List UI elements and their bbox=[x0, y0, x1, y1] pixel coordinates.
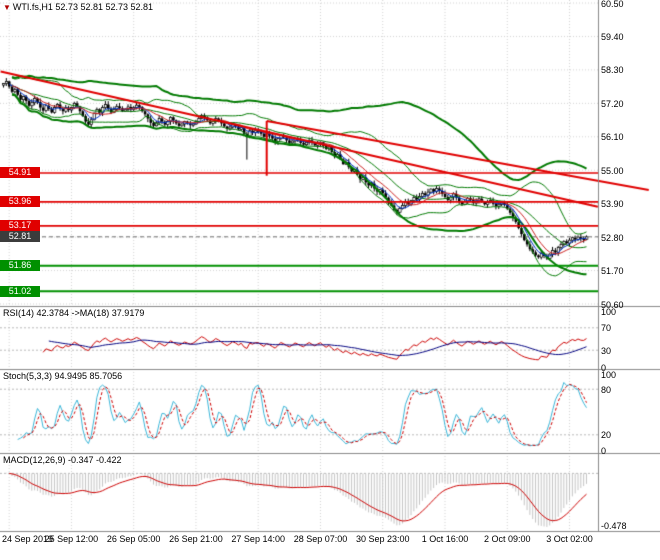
time-axis-label: 26 Sep 05:00 bbox=[106, 534, 161, 544]
price-axis-tick: 55.00 bbox=[601, 165, 624, 176]
price-axis-tick: 52.80 bbox=[601, 232, 624, 243]
time-axis-label: 2 Oct 09:00 bbox=[483, 534, 531, 544]
price-axis-tick: 57.20 bbox=[601, 98, 624, 109]
price-level-badge: 51.02 bbox=[0, 285, 40, 297]
stoch-axis-tick: 80 bbox=[601, 384, 612, 395]
time-axis-label: 27 Sep 14:00 bbox=[231, 534, 285, 544]
price-level-badge: 54.91 bbox=[0, 167, 40, 179]
time-axis-label: 24 Sep 2019 bbox=[2, 534, 54, 544]
rsi-axis-tick: 0 bbox=[601, 362, 607, 373]
rsi-indicator-label: RSI(14) 42.3784 ->MA(18) 37.9179 bbox=[3, 308, 145, 318]
symbol-triangle-icon: ▼ bbox=[3, 3, 11, 12]
macd-axis-tick: -0.478 bbox=[601, 521, 627, 532]
price-axis-tick: 51.70 bbox=[601, 266, 624, 277]
price-level-badge: 53.17 bbox=[0, 220, 40, 232]
rsi-axis-tick: 70 bbox=[601, 323, 612, 334]
price-axis-tick: 59.40 bbox=[601, 31, 624, 42]
macd-indicator-label: MACD(12,26,9) -0.347 -0.422 bbox=[3, 455, 122, 465]
time-axis-label: 26 Sep 21:00 bbox=[169, 534, 223, 544]
time-axis-label: 25 Sep 12:00 bbox=[44, 534, 99, 544]
price-axis-tick: 60.50 bbox=[601, 0, 624, 9]
chart-title-text: WTI.fs,H1 52.73 52.81 52.73 52.81 bbox=[12, 2, 154, 12]
price-axis-tick: 50.60 bbox=[601, 299, 624, 310]
price-level-badge: 51.86 bbox=[0, 260, 40, 272]
time-axis-label: 1 Oct 16:00 bbox=[421, 534, 469, 544]
chart-title: ▼ WTI.fs,H1 52.73 52.81 52.73 52.81 bbox=[3, 2, 153, 12]
time-axis-label: 30 Sep 23:00 bbox=[355, 534, 410, 544]
price-axis-tick: 56.10 bbox=[601, 132, 624, 143]
stoch-axis-tick: 0 bbox=[601, 445, 607, 456]
current-price-badge: 52.81 bbox=[0, 231, 40, 243]
stoch-axis-tick: 20 bbox=[601, 430, 612, 441]
price-axis-tick: 53.90 bbox=[601, 199, 624, 210]
time-axis-label: 28 Sep 07:00 bbox=[293, 534, 348, 544]
stoch-axis-tick: 100 bbox=[601, 369, 617, 380]
price-axis-tick: 58.30 bbox=[601, 65, 624, 76]
rsi-axis-tick: 30 bbox=[601, 345, 612, 356]
stochastic-indicator-label: Stoch(5,3,3) 94.9495 85.7056 bbox=[3, 371, 123, 381]
price-level-badge: 53.96 bbox=[0, 196, 40, 208]
time-axis-label: 3 Oct 02:00 bbox=[546, 534, 593, 544]
rsi-axis-tick: 100 bbox=[601, 306, 617, 317]
